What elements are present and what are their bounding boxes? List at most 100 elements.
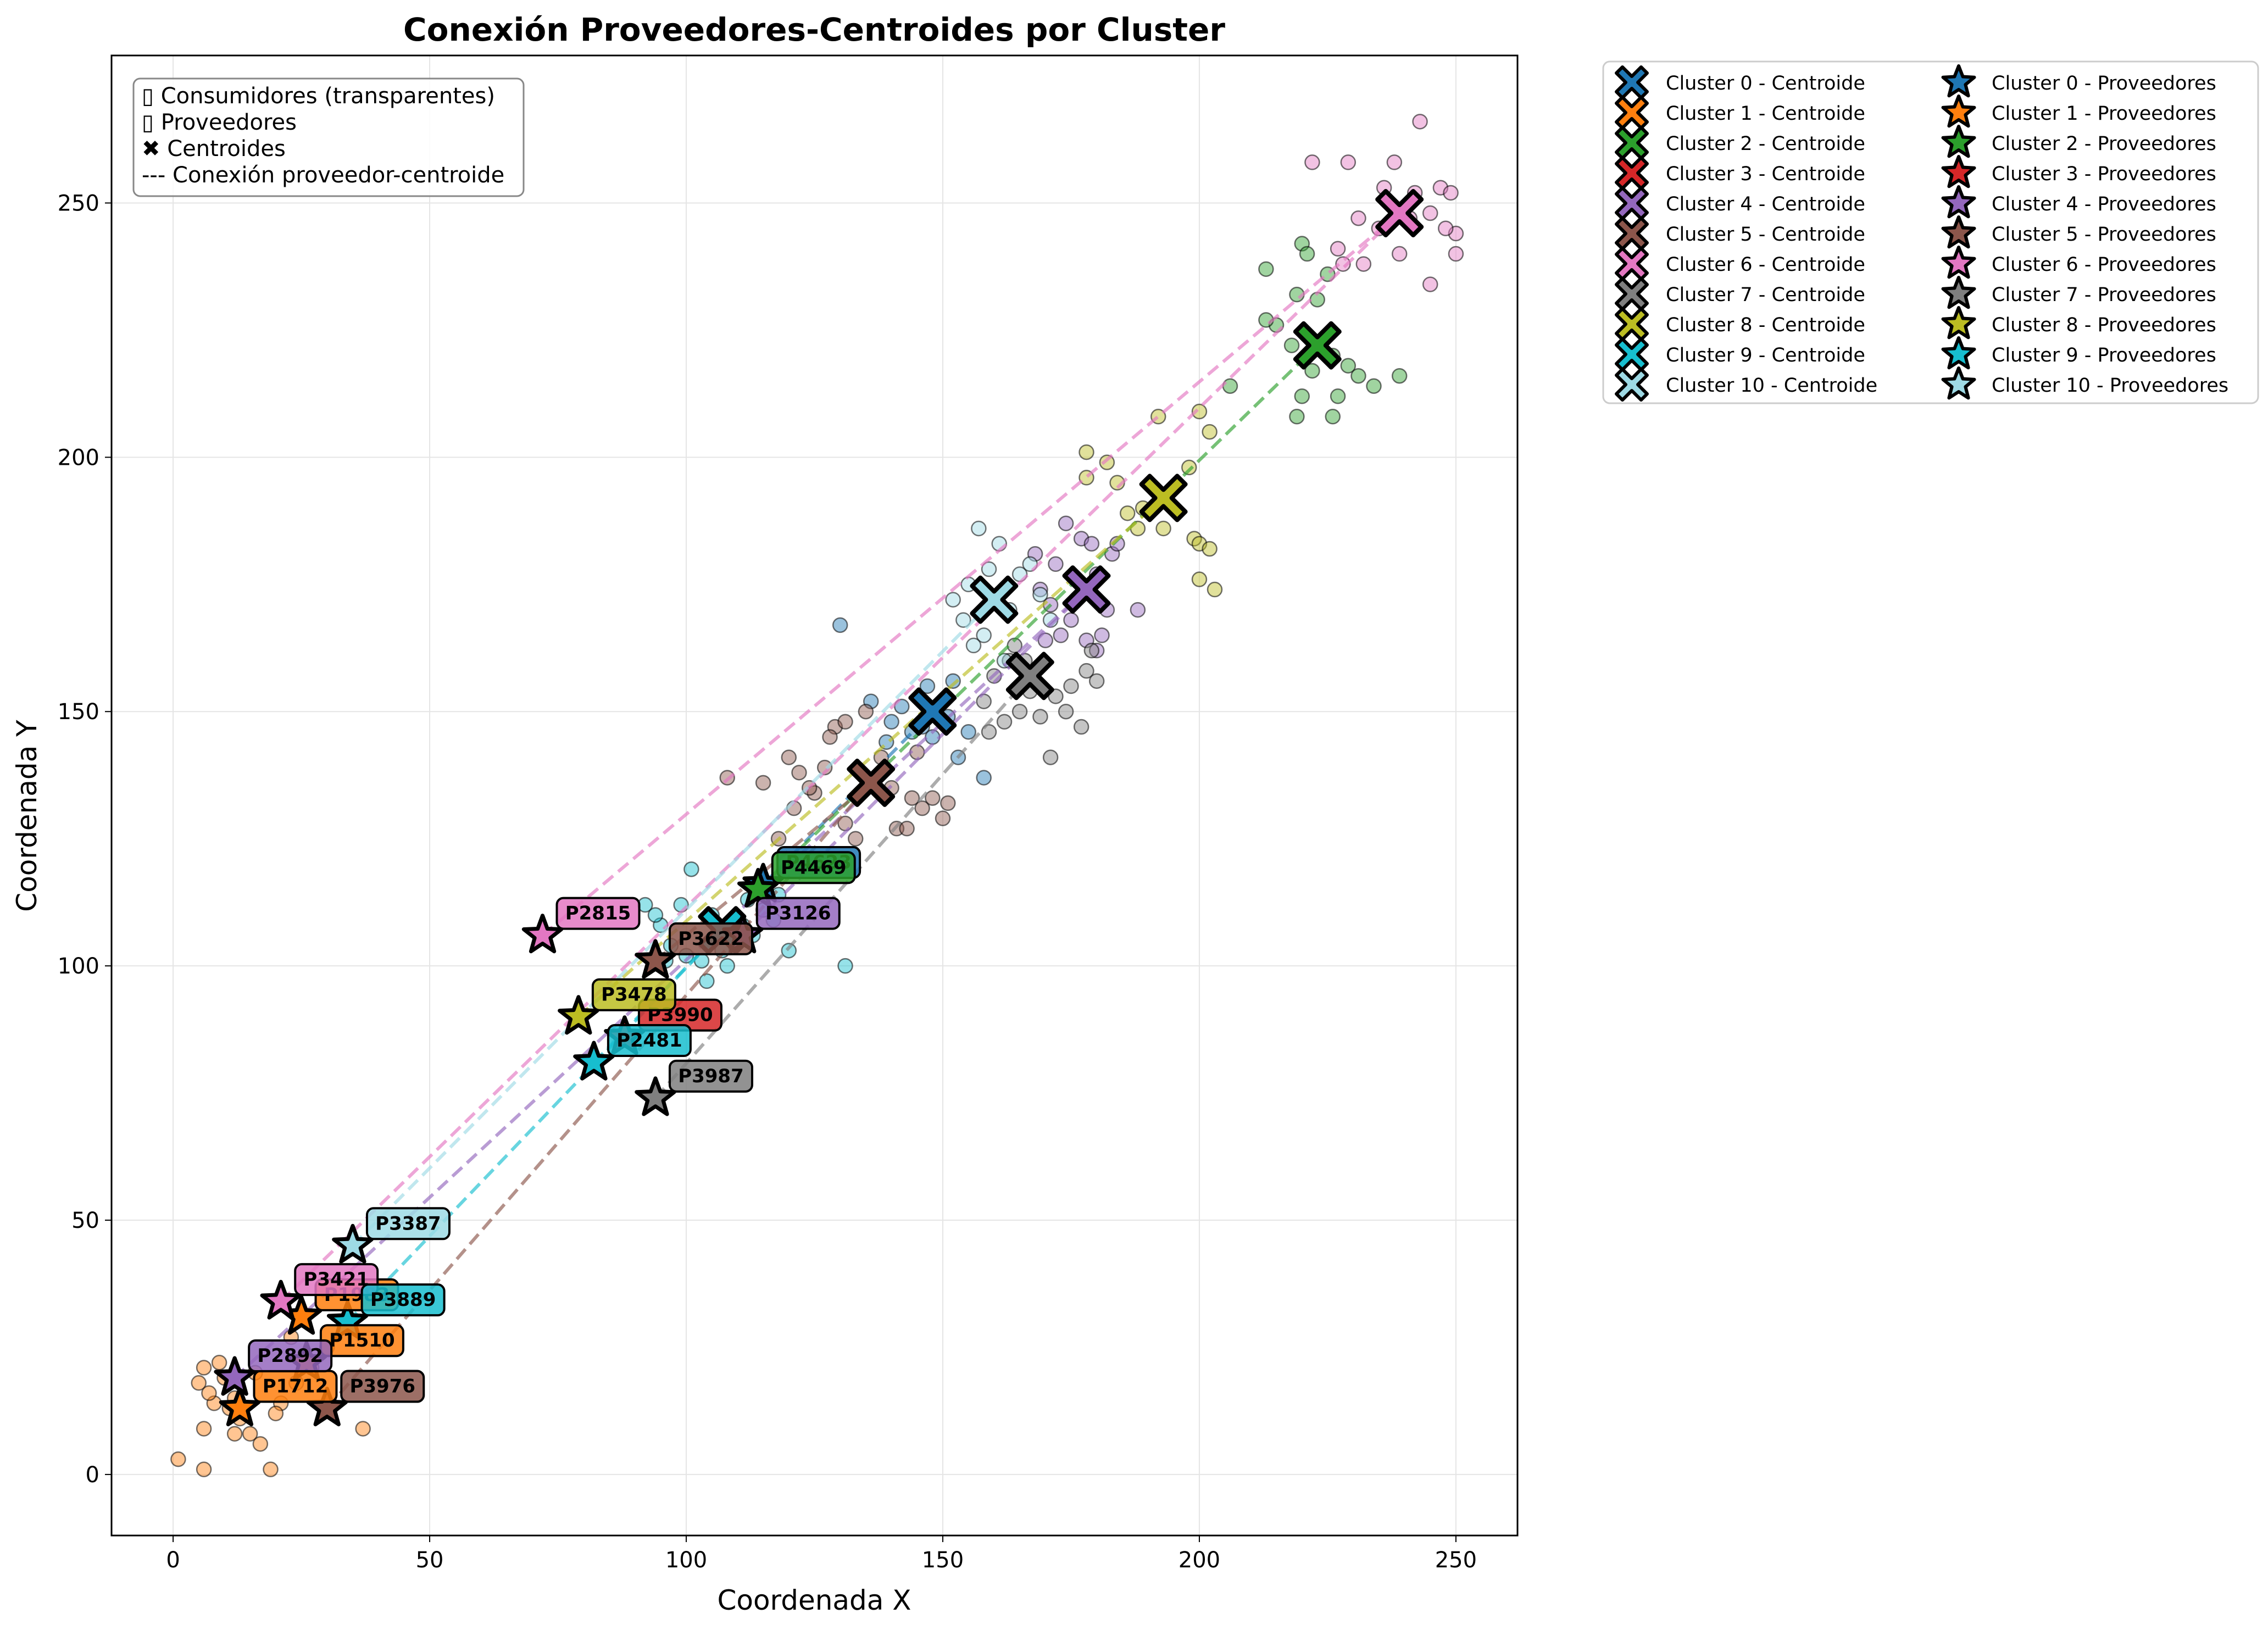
consumer-point bbox=[955, 612, 971, 628]
legend-frame bbox=[1602, 60, 2259, 404]
consumer-point bbox=[1083, 536, 1100, 552]
centroid-marker bbox=[847, 758, 896, 807]
consumer-point bbox=[940, 795, 956, 811]
legend-centroid-label: Cluster 10 - Centroide bbox=[1666, 375, 1877, 397]
legend-centroid-marker bbox=[1615, 337, 1649, 371]
consumer-point bbox=[1330, 388, 1346, 404]
consumer-point bbox=[252, 1436, 269, 1452]
legend-centroid-marker bbox=[1615, 126, 1649, 160]
consumer-point bbox=[976, 627, 992, 643]
provider-tag-box bbox=[755, 897, 841, 930]
consumer-point bbox=[1340, 358, 1357, 374]
x-tick-label: 200 bbox=[1179, 1548, 1220, 1573]
legend-provider-label: Cluster 0 - Proveedores bbox=[1992, 73, 2216, 94]
legend-centroid-marker bbox=[1615, 247, 1649, 281]
consumer-point bbox=[781, 943, 797, 959]
consumer-point bbox=[1222, 378, 1238, 394]
provider-tag-label: P1510 bbox=[329, 1329, 395, 1351]
provider-tag-label: P1712 bbox=[263, 1376, 329, 1398]
provider-star bbox=[219, 1387, 261, 1427]
consumer-point bbox=[1330, 241, 1346, 257]
consumer-point bbox=[196, 1360, 212, 1376]
legend-centroid-label: Cluster 7 - Centroide bbox=[1666, 284, 1865, 306]
consumer-point bbox=[1063, 612, 1079, 628]
x-tick-label: 0 bbox=[166, 1548, 180, 1573]
provider-tag-box bbox=[360, 1283, 446, 1317]
centroid-marker bbox=[1293, 321, 1342, 370]
x-axis-title: Coordenada X bbox=[717, 1584, 911, 1616]
legend-centroid-marker bbox=[1615, 65, 1649, 99]
legend-centroid-marker bbox=[1615, 96, 1649, 130]
provider-tag-label: P2892 bbox=[257, 1345, 323, 1367]
consumer-point bbox=[1053, 627, 1069, 643]
consumer-point bbox=[263, 1461, 279, 1477]
consumer-point bbox=[935, 810, 951, 826]
consumer-point bbox=[647, 907, 664, 923]
consumer-point bbox=[832, 617, 848, 633]
provider-tag-label: P3987 bbox=[678, 1065, 744, 1087]
notes-line: ▯ Proveedores bbox=[142, 110, 297, 135]
grid bbox=[112, 55, 1517, 1536]
consumer-point bbox=[1391, 246, 1408, 262]
legend-centroid-label: Cluster 8 - Centroide bbox=[1666, 314, 1865, 336]
consumer-point bbox=[196, 1421, 212, 1437]
consumer-point bbox=[1079, 444, 1094, 460]
consumer-point bbox=[981, 561, 997, 577]
y-tick-label: 0 bbox=[86, 1462, 99, 1488]
connection-line bbox=[346, 929, 724, 1323]
consumer-point bbox=[1037, 632, 1054, 648]
consumer-point bbox=[925, 790, 941, 806]
centroid-marker bbox=[908, 687, 957, 736]
provider-star bbox=[737, 867, 779, 908]
consumer-point bbox=[1299, 246, 1315, 262]
consumer-point bbox=[1073, 719, 1089, 735]
legend-provider-marker bbox=[1941, 125, 1976, 158]
consumer-point bbox=[1088, 673, 1105, 689]
consumer-point bbox=[1366, 378, 1382, 394]
consumer-point bbox=[1058, 515, 1074, 531]
legend-centroid-label: Cluster 4 - Centroide bbox=[1666, 193, 1865, 215]
consumer-point bbox=[196, 1461, 212, 1477]
legend-centroid-label: Cluster 0 - Centroide bbox=[1666, 73, 1865, 94]
consumer-point bbox=[1391, 368, 1408, 384]
consumer-point bbox=[919, 678, 936, 694]
connection-line bbox=[654, 675, 1031, 1099]
consumer-point bbox=[1191, 403, 1208, 420]
provider-star bbox=[635, 939, 676, 979]
legend-provider-marker bbox=[1941, 64, 1976, 98]
y-tick-label: 150 bbox=[58, 699, 99, 725]
consumer-point bbox=[1283, 337, 1300, 353]
consumer-point bbox=[1304, 154, 1320, 170]
provider-star bbox=[573, 1041, 615, 1081]
y-axis-title: Coordenada Y bbox=[11, 720, 43, 912]
connection-line bbox=[541, 212, 1401, 937]
consumer-point bbox=[1386, 154, 1403, 170]
consumer-point bbox=[1289, 409, 1305, 425]
consumer-point bbox=[858, 703, 874, 720]
legend-provider-label: Cluster 9 - Proveedores bbox=[1992, 344, 2216, 366]
consumer-point bbox=[1443, 185, 1459, 201]
provider-tag-box bbox=[555, 897, 641, 930]
legend-provider-label: Cluster 4 - Proveedores bbox=[1992, 193, 2216, 215]
consumer-point bbox=[1437, 220, 1454, 237]
consumer-point bbox=[1350, 210, 1366, 226]
provider-tag-label: P3622 bbox=[678, 928, 744, 950]
consumer-point bbox=[242, 1426, 258, 1442]
consumer-point bbox=[1063, 678, 1079, 694]
consumer-point bbox=[1335, 256, 1351, 272]
consumer-point bbox=[1083, 642, 1100, 659]
consumer-point bbox=[1207, 581, 1223, 598]
provider-tag-box bbox=[607, 1024, 692, 1058]
notes-line: ✖ Centroides bbox=[142, 136, 286, 162]
legend-provider-marker bbox=[1941, 215, 1976, 249]
connection-line bbox=[280, 212, 1401, 1303]
consumer-point bbox=[1202, 424, 1218, 440]
consumer-point bbox=[226, 1426, 243, 1442]
provider-tag-box bbox=[294, 1263, 379, 1297]
consumer-point bbox=[904, 790, 920, 806]
provider-tag-label: P2481 bbox=[616, 1030, 682, 1052]
consumer-point bbox=[1448, 246, 1464, 262]
consumer-point bbox=[1422, 205, 1438, 221]
consumer-point bbox=[914, 800, 930, 816]
